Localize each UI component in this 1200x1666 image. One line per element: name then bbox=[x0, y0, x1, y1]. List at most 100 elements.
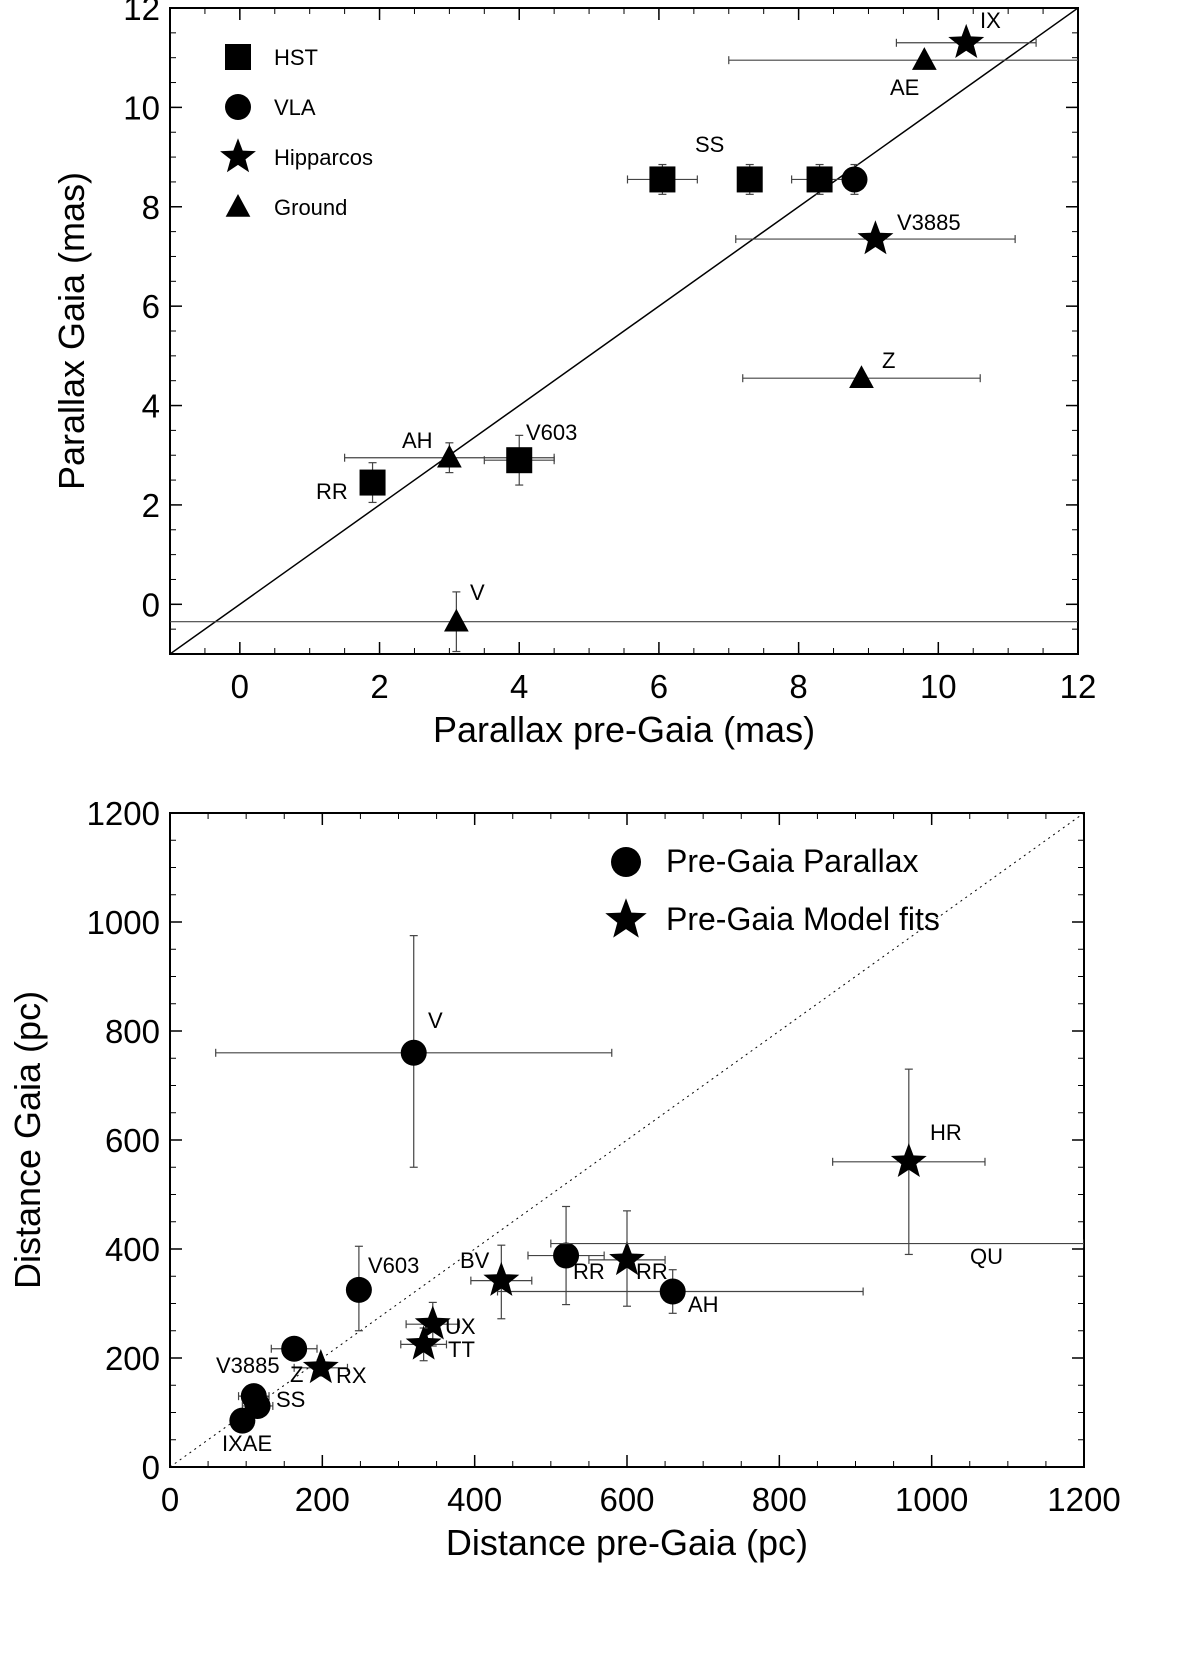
axis-ticks bbox=[169, 812, 1085, 1468]
legend-star-icon bbox=[605, 898, 647, 938]
point-label: QU bbox=[970, 1244, 1003, 1269]
star-marker bbox=[414, 1305, 451, 1340]
data-point bbox=[626, 163, 698, 195]
legend-label: VLA bbox=[274, 95, 316, 120]
data-point bbox=[270, 1335, 318, 1362]
y-tick-label: 10 bbox=[123, 89, 160, 126]
point-label: V bbox=[428, 1008, 443, 1033]
circle-marker bbox=[229, 1407, 256, 1434]
data-point bbox=[841, 163, 868, 195]
point-label: RX bbox=[336, 1363, 367, 1388]
legend-circle-icon bbox=[611, 847, 641, 877]
y-tick-label: 400 bbox=[105, 1231, 160, 1268]
legend: Pre-Gaia Parallax Pre-Gaia Model fits bbox=[605, 843, 940, 938]
point-label: UX bbox=[445, 1314, 476, 1339]
data-point bbox=[895, 23, 1037, 58]
data-point bbox=[832, 1068, 986, 1256]
star-marker bbox=[857, 220, 894, 255]
point-label: SS bbox=[276, 1387, 305, 1412]
legend-circle-icon bbox=[225, 94, 251, 120]
circle-marker bbox=[659, 1278, 686, 1305]
legend-label: Ground bbox=[274, 195, 347, 220]
point-label: TT bbox=[448, 1337, 475, 1362]
x-axis-title: Distance pre-Gaia (pc) bbox=[446, 1522, 808, 1563]
circle-marker bbox=[553, 1242, 580, 1269]
data-point bbox=[742, 365, 981, 388]
x-tick-label: 6 bbox=[650, 668, 668, 705]
circle-marker bbox=[345, 1276, 372, 1303]
legend-triangle-icon bbox=[225, 194, 251, 217]
data-point bbox=[527, 1205, 605, 1306]
y-tick-label: 0 bbox=[142, 586, 160, 623]
point-label: HR bbox=[930, 1120, 962, 1145]
legend-label: Hipparcos bbox=[274, 145, 373, 170]
data-area bbox=[170, 8, 1078, 654]
y-tick-label: 6 bbox=[142, 288, 160, 325]
x-axis-title: Parallax pre-Gaia (mas) bbox=[433, 709, 815, 750]
x-tick-label: 4 bbox=[510, 668, 528, 705]
point-label: V3885 bbox=[897, 210, 961, 235]
legend-label: HST bbox=[274, 45, 318, 70]
x-tick-label: 200 bbox=[295, 1481, 350, 1518]
x-tick-label: 600 bbox=[599, 1481, 654, 1518]
star-marker bbox=[609, 1241, 645, 1276]
point-label: V3885 bbox=[216, 1353, 280, 1378]
x-tick-label: 1200 bbox=[1047, 1481, 1120, 1518]
legend-label: Pre-Gaia Parallax bbox=[666, 843, 919, 879]
data-point bbox=[735, 220, 1016, 255]
y-tick-label: 1000 bbox=[87, 904, 160, 941]
square-marker bbox=[649, 166, 676, 193]
star-marker bbox=[948, 23, 985, 58]
data-point bbox=[550, 1239, 1084, 1248]
x-tick-label: 800 bbox=[752, 1481, 807, 1518]
x-tick-label: 0 bbox=[231, 668, 249, 705]
square-marker bbox=[506, 447, 533, 474]
data-point bbox=[791, 163, 849, 195]
data-point bbox=[170, 591, 1078, 653]
data-point bbox=[470, 1244, 533, 1320]
x-tick-label: 12 bbox=[1060, 668, 1097, 705]
x-tick-label: 400 bbox=[447, 1481, 502, 1518]
point-label: RR bbox=[636, 1259, 668, 1284]
point-label: V603 bbox=[368, 1253, 419, 1278]
x-tick-label: 8 bbox=[789, 668, 807, 705]
star-marker bbox=[302, 1349, 339, 1384]
circle-marker bbox=[281, 1335, 308, 1362]
point-label: AH bbox=[688, 1292, 719, 1317]
star-marker bbox=[890, 1143, 927, 1177]
legend: HST VLA Hipparcos Ground bbox=[220, 44, 373, 220]
star-marker bbox=[483, 1261, 520, 1296]
data-point bbox=[736, 163, 763, 195]
x-tick-label: 1000 bbox=[895, 1481, 968, 1518]
circle-marker bbox=[400, 1039, 427, 1066]
point-label: AH bbox=[402, 428, 433, 453]
y-tick-label: 4 bbox=[142, 388, 160, 425]
data-point bbox=[229, 1407, 256, 1434]
data-point bbox=[728, 47, 1078, 70]
legend-label: Pre-Gaia Model fits bbox=[666, 901, 940, 937]
y-axis-title: Distance Gaia (pc) bbox=[7, 991, 48, 1289]
square-marker bbox=[806, 166, 833, 193]
y-tick-label: 8 bbox=[142, 189, 160, 226]
point-label: RR bbox=[316, 479, 348, 504]
data-point bbox=[345, 1245, 372, 1332]
point-label: V603 bbox=[526, 420, 577, 445]
y-tick-label: 2 bbox=[142, 487, 160, 524]
y-axis-title: Parallax Gaia (mas) bbox=[51, 172, 92, 490]
triangle-marker bbox=[437, 444, 462, 468]
data-area bbox=[170, 813, 1084, 1467]
bottom-panel: 0 200 400 600 800 1000 1200 0 200 400 600 800 1000 12… bbox=[7, 795, 1121, 1563]
y-tick-label: 800 bbox=[105, 1013, 160, 1050]
point-label: RR bbox=[573, 1259, 605, 1284]
square-marker bbox=[736, 166, 763, 193]
data-point bbox=[496, 1269, 864, 1314]
point-label: BV bbox=[460, 1248, 490, 1273]
data-point bbox=[359, 462, 386, 504]
x-tick-label: 2 bbox=[370, 668, 388, 705]
top-panel: 0 2 4 6 8 10 12 0 2 4 6 8 10 12 Parallax pre-Gaia (mas… bbox=[51, 0, 1097, 750]
data-point bbox=[215, 935, 613, 1168]
identity-line bbox=[170, 8, 1078, 654]
triangle-marker bbox=[911, 47, 937, 70]
axis-ticks bbox=[169, 7, 1079, 655]
